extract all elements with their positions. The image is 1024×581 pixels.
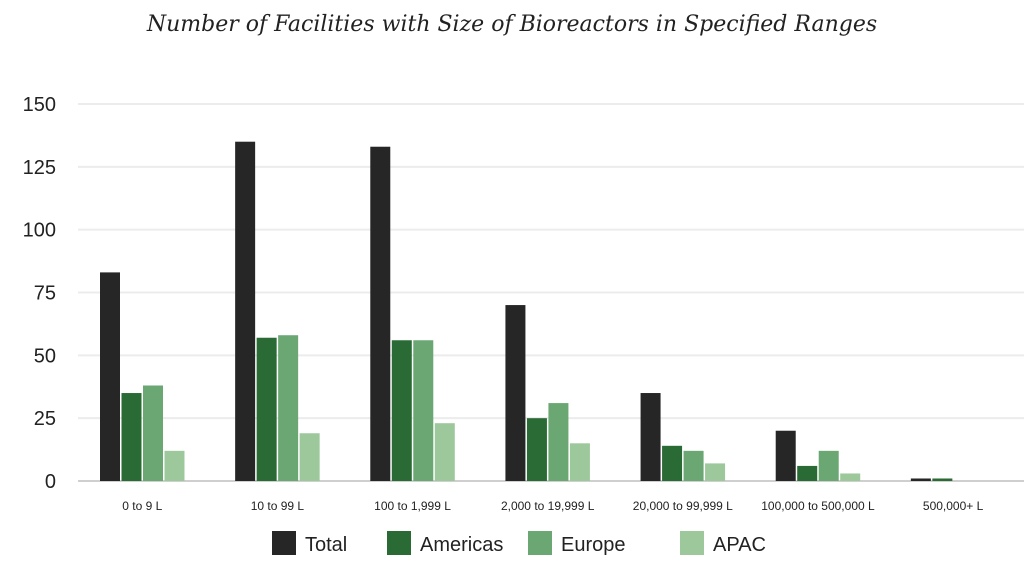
bar-americas-1 <box>256 337 277 481</box>
legend-label-total: Total <box>305 534 347 556</box>
legend-label-europe: Europe <box>561 534 626 556</box>
bar-europe-4 <box>683 450 704 481</box>
bar-total-0 <box>100 272 120 481</box>
y-tick-label: 0 <box>45 471 56 493</box>
legend-label-apac: APAC <box>713 534 766 556</box>
legend-swatch-europe <box>528 531 552 555</box>
x-category-label: 100 to 1,999 L <box>374 499 451 513</box>
bar-europe-0 <box>143 385 163 481</box>
legend-swatch-americas <box>387 531 411 555</box>
y-tick-label: 75 <box>34 283 56 305</box>
x-category-label: 10 to 99 L <box>251 499 305 513</box>
y-tick-label: 25 <box>34 408 56 430</box>
bar-total-2 <box>370 146 391 481</box>
bar-europe-3 <box>548 403 569 481</box>
x-axis-categories: 0 to 9 L 10 to 99 L 100 to 1,999 L 2,000 to… <box>122 499 983 513</box>
x-category-label: 100,000 to 500,000 L <box>761 499 875 513</box>
chart-title: Number of Facilities with Size of Biorea… <box>146 12 878 37</box>
x-category-label: 0 to 9 L <box>122 499 162 513</box>
bar-apac-0 <box>164 450 185 481</box>
legend-swatch-apac <box>680 531 704 555</box>
bar-apac-4 <box>705 463 726 481</box>
legend-label-americas: Americas <box>420 534 503 556</box>
bar-americas-5 <box>797 465 818 481</box>
bar-americas-4 <box>662 445 683 481</box>
bar-apac-5 <box>840 473 861 481</box>
bar-europe-5 <box>818 450 839 481</box>
bar-americas-6 <box>932 478 953 481</box>
y-tick-label: 150 <box>23 94 56 116</box>
bar-americas-3 <box>526 418 547 481</box>
bar-total-6 <box>910 478 931 481</box>
y-tick-label: 100 <box>23 220 56 242</box>
y-tick-label: 50 <box>34 345 56 367</box>
x-category-label: 500,000+ L <box>923 499 984 513</box>
x-category-label: 20,000 to 99,999 L <box>633 499 733 513</box>
bar-apac-1 <box>299 433 320 481</box>
bar-apac-2 <box>434 423 455 481</box>
x-category-label: 2,000 to 19,999 L <box>501 499 595 513</box>
y-axis-ticks: 0 25 50 75 100 125 150 <box>23 94 56 493</box>
legend-swatch-total <box>272 531 296 555</box>
bar-apac-3 <box>569 443 590 481</box>
bar-americas-0 <box>121 393 142 481</box>
bar-total-5 <box>775 430 796 481</box>
y-tick-label: 125 <box>23 157 56 179</box>
bar-total-3 <box>505 305 526 481</box>
bars <box>100 141 953 481</box>
bar-europe-2 <box>413 340 434 481</box>
bar-total-4 <box>640 393 661 481</box>
bar-americas-2 <box>391 340 412 481</box>
bar-europe-1 <box>278 335 299 481</box>
bar-total-1 <box>235 141 256 481</box>
legend: Total Americas Europe APAC <box>272 531 766 556</box>
